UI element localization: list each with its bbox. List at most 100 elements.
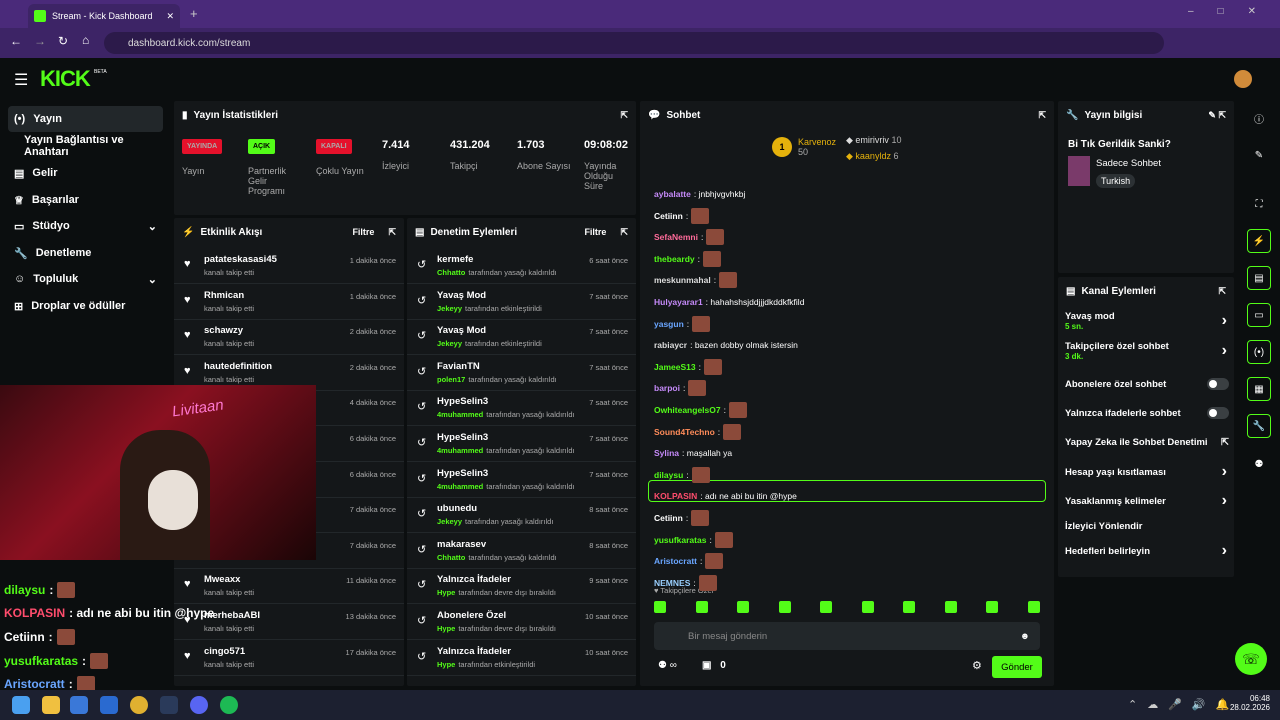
browser-tab[interactable]: Stream - Kick Dashboard ✕ [28,4,180,28]
edit-icon[interactable]: ✎ ⇱ [1208,109,1226,120]
settings-icon[interactable]: ⚙ [972,660,982,672]
outlook-icon[interactable] [100,696,118,714]
chat-username[interactable]: aybalatte [654,189,691,199]
points-icon[interactable]: ⚉ ∞ [658,660,677,671]
chat-username[interactable]: Aristocratt [654,556,697,567]
info-icon[interactable]: ⓘ [1254,114,1264,126]
bolt-icon[interactable]: ⚡ [1247,229,1271,253]
chat-username[interactable]: Hulyayarar1 [654,297,703,307]
gift-counter[interactable]: ▣ 0 [702,660,726,671]
emote-bar[interactable] [654,601,1040,615]
reload-icon[interactable]: ↻ [58,34,69,48]
sidebar-item-basarilar[interactable]: ♕ Başarılar [8,187,163,213]
channel-action[interactable]: Hesap yaşı kısıtlaması › [1065,463,1235,481]
discord-icon[interactable] [190,696,208,714]
document-icon[interactable]: ▤ [1247,266,1271,290]
channel-action[interactable]: Yasaklanmış kelimeler › [1065,492,1235,510]
chat-username[interactable]: SefaNemni [654,232,698,243]
url-field[interactable]: dashboard.kick.com/stream [104,32,1164,54]
chat-username[interactable]: NEMNES [654,577,691,588]
avatar[interactable] [1234,70,1252,88]
tray-icons[interactable]: ⌃☁🎤🔊🔔 [1128,699,1240,711]
menu-icon[interactable]: ☰ [14,72,29,89]
chevron-right-icon[interactable]: › [1221,492,1227,509]
channel-action[interactable]: Takipçilere özel sohbet 3 dk. › [1065,341,1235,361]
popout-icon[interactable]: ⇱ [620,109,628,120]
chevron-right-icon[interactable]: › [1221,342,1227,359]
chat-username[interactable]: dilaysu [654,469,684,480]
sidebar-item-studyo[interactable]: ▭ Stüdyo ⌄ [8,213,163,239]
window-controls[interactable]: –□✕ [1188,6,1280,17]
channel-action[interactable]: Yalnızca ifadelerle sohbet [1065,404,1235,422]
sidebar-item-stream-key[interactable]: Yayın Bağlantısı ve Anahtarı [8,133,170,159]
list-item: ♥ cingo571 kanalı takip etti 17 dakika önce [174,640,404,676]
sidebar-item-topluluk[interactable]: ☺ Topluluk ⌄ [8,266,163,292]
chat-username[interactable]: Cetiinn [654,513,683,523]
sidebar-item-gelir[interactable]: ▤ Gelir [8,160,163,186]
chat-username[interactable]: barpoi [654,383,680,394]
chat-input[interactable]: Bir mesaj gönderin ☻ [654,622,1040,650]
kick-logo[interactable]: KICK [40,66,91,91]
action-text: Jekeyy tarafından etkinleştirildi [437,339,628,348]
back-icon[interactable]: ← [10,34,22,48]
chat-username[interactable]: yasgun [654,318,684,329]
pen-icon[interactable]: ✎ [1254,149,1264,161]
tag-chip[interactable]: Turkish [1096,174,1136,188]
windows-start-icon[interactable] [12,696,30,714]
emoji-icon[interactable]: ☻ [1020,630,1030,642]
clock[interactable]: 06:48 28.02.2026 [1228,694,1270,712]
forward-icon[interactable]: → [34,34,46,48]
support-button[interactable]: ☏ [1235,643,1267,675]
popout-icon[interactable]: ⇱ [1218,285,1226,296]
chevron-right-icon[interactable]: › [1221,463,1227,480]
filter-button[interactable]: Filtre [352,227,375,237]
external-link-icon[interactable]: ⇱ [1221,436,1229,448]
popout-icon[interactable]: ⇱ [1038,109,1046,120]
new-tab-button[interactable]: + [190,6,198,21]
wrench-icon[interactable]: 🔧 [1247,414,1271,438]
steam-icon[interactable] [160,696,178,714]
sidebar-item-droplar[interactable]: ⊞ Droplar ve ödüller [8,293,163,319]
chat-username[interactable]: rabiaycr [654,340,688,351]
chevron-right-icon[interactable]: › [1221,542,1227,559]
chat-username[interactable]: meskunmahal [654,275,711,286]
chat-username[interactable]: JameeS13 [654,361,696,372]
chat-username[interactable]: Sylina [654,448,680,459]
toggle-switch[interactable] [1207,407,1229,419]
popout-icon[interactable]: ⇱ [620,226,628,237]
chat-username[interactable]: Sound4Techno [654,426,715,437]
follower-name: patateskasasi45 [204,254,277,265]
users-icon[interactable]: ⚉ [1254,458,1264,470]
chat-username[interactable]: yusufkaratas [654,534,707,545]
gifter-count: 6 [893,151,899,161]
channel-action[interactable]: Yapay Zeka ile Sohbet Denetimi ⇱ [1065,433,1235,451]
channel-action[interactable]: Hedefleri belirleyin › [1065,542,1235,560]
file-explorer-icon[interactable] [42,696,60,714]
chat-username[interactable]: Cetiinn [654,210,683,221]
channel-action[interactable]: İzleyici Yönlendir [1065,517,1235,535]
chat-username[interactable]: OwhiteangelsO7 [654,405,721,415]
list-item: ♥ Mweaxx kanalı takip etti 11 dakika önce [174,568,404,605]
popout-icon[interactable]: ⇱ [388,226,396,237]
chat-icon[interactable]: ▭ [1247,303,1271,327]
chat-username[interactable]: thebeardy [654,253,695,264]
chrome-icon[interactable] [130,696,148,714]
toggle-switch[interactable] [1207,378,1229,390]
broadcast-icon[interactable]: (•) [1247,340,1271,364]
grid-icon[interactable]: ▦ [1247,377,1271,401]
close-tab-icon[interactable]: ✕ [166,10,174,21]
filter-button[interactable]: Filtre [584,227,607,237]
channel-action[interactable]: Abonelere özel sohbet [1065,375,1235,393]
store-icon[interactable] [70,696,88,714]
action-time: 8 saat önce [589,505,628,515]
home-icon[interactable]: ⌂ [82,33,90,47]
expand-icon[interactable]: ⛶ [1255,198,1263,210]
sidebar-item-yayin[interactable]: (•) Yayın [8,106,163,132]
send-button[interactable]: Gönder [992,656,1042,678]
sidebar-item-denetleme[interactable]: 🔧 Denetleme [8,240,163,266]
spotify-icon[interactable] [220,696,238,714]
chevron-right-icon[interactable]: › [1221,312,1227,329]
channel-action[interactable]: Yavaş mod 5 sn. › [1065,311,1235,331]
category-name[interactable]: Sadece Sohbet [1096,158,1161,169]
chat-username[interactable]: KOLPASIN [654,491,698,502]
